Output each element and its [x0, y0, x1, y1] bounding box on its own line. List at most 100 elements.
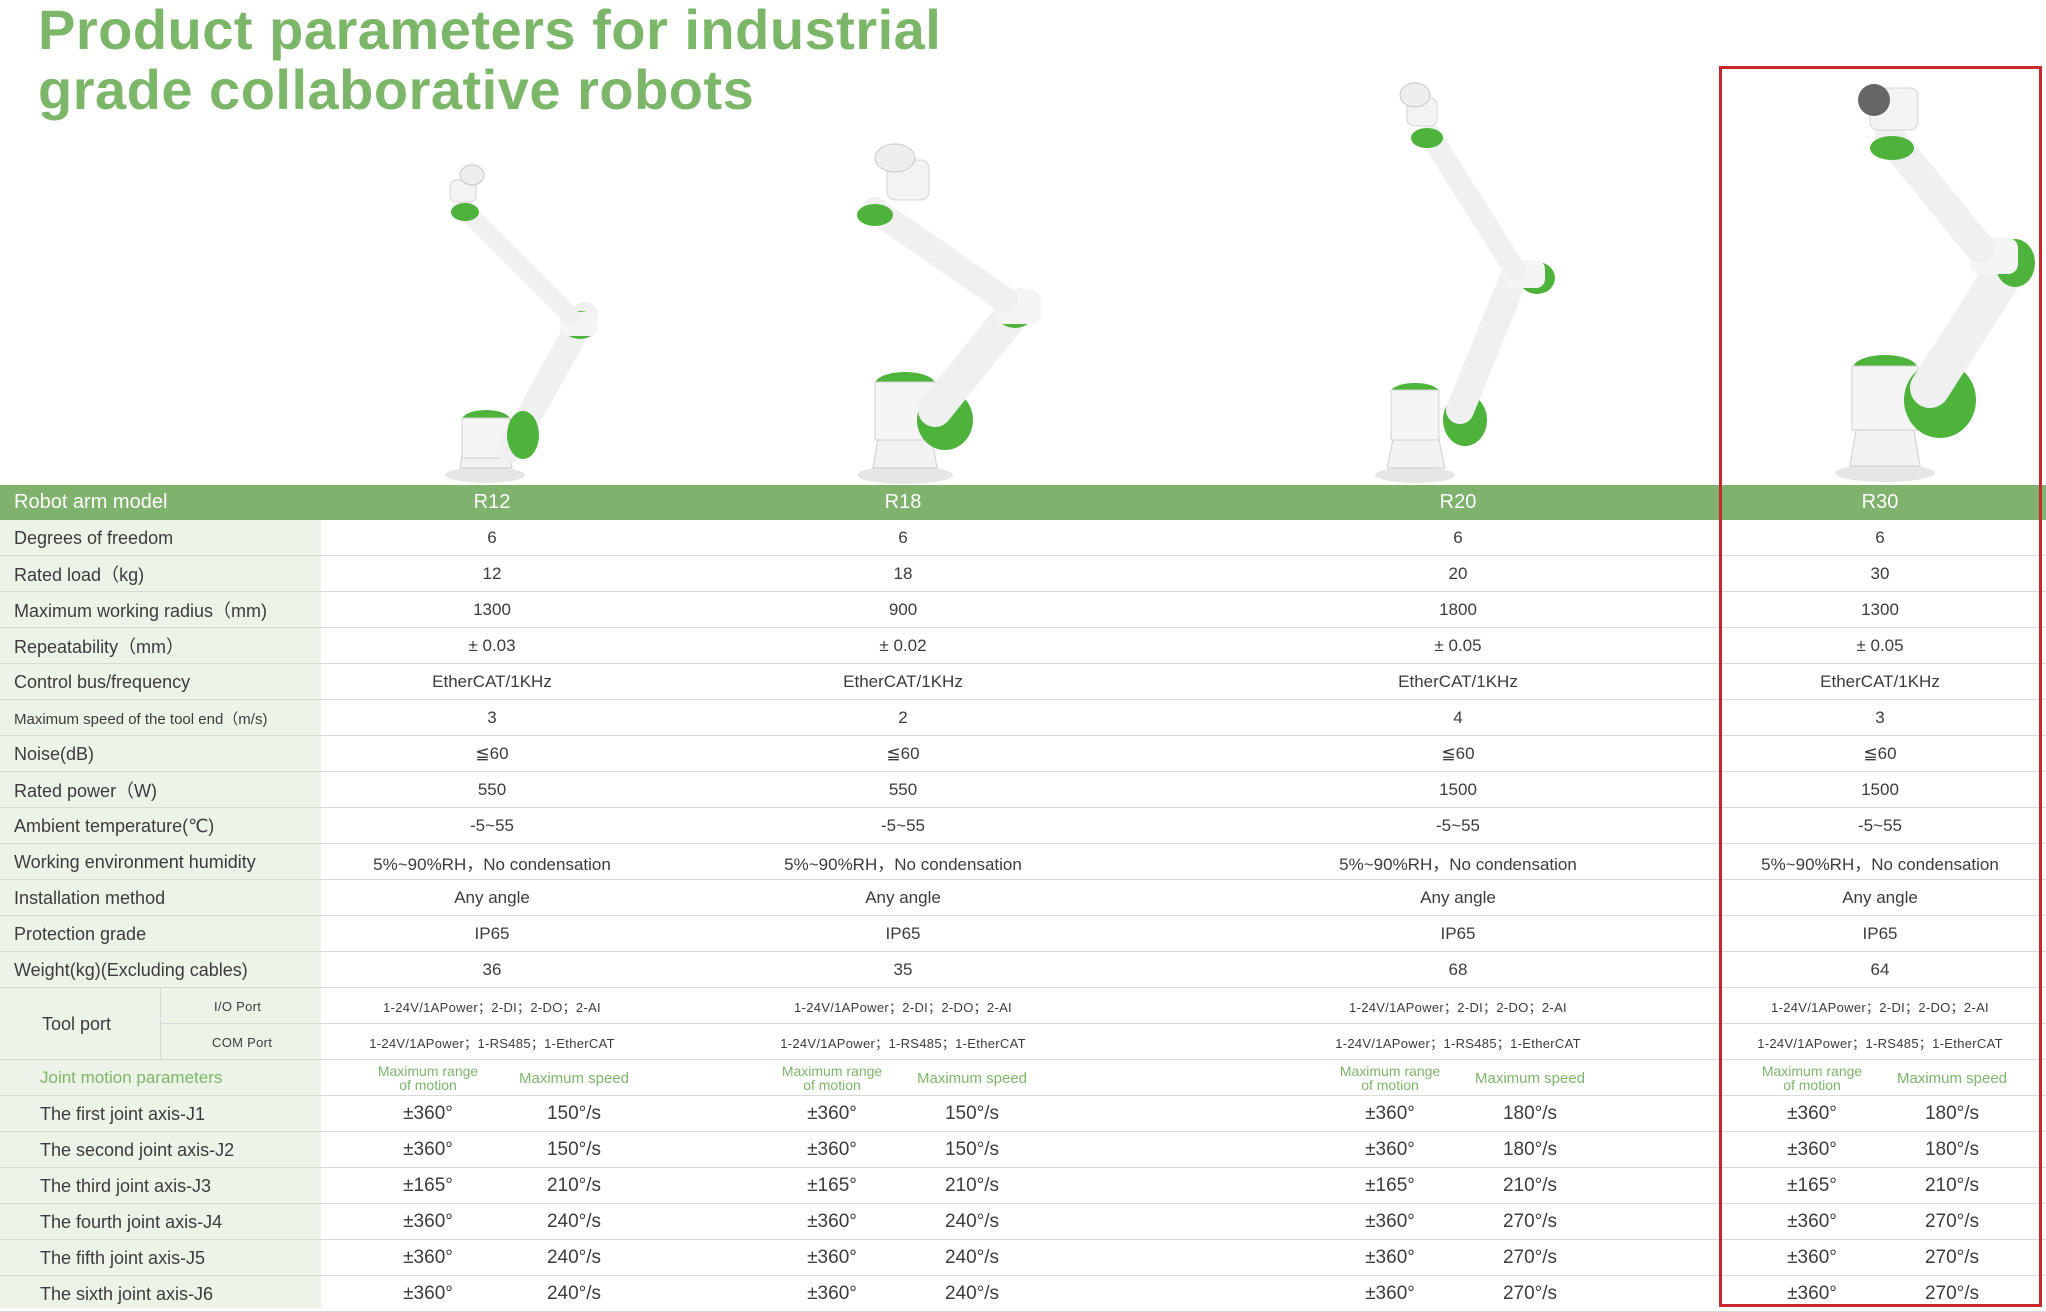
joint-range-value: ±360° [1365, 1103, 1415, 1124]
joint-label: The third joint axis-J3 [40, 1175, 212, 1196]
row-value: 18 [893, 564, 913, 583]
row-label: Repeatability（mm） [14, 637, 185, 657]
max-range-header: Maximum range of motion [377, 1063, 479, 1093]
io-port-value: 1-24V/1APower；2-DI；2-DO；2-AI [383, 999, 601, 1015]
row-value: -5~55 [470, 816, 514, 835]
joint-range-value: ±360° [807, 1283, 857, 1304]
row-value: 1800 [1439, 600, 1477, 619]
row-value: 5%~90%RH，No condensation [1339, 854, 1577, 874]
row-divider [0, 807, 2046, 808]
joint-range-value: ±360° [403, 1103, 453, 1124]
max-speed-header: Maximum speed [916, 1069, 1028, 1087]
joint-range-value: ±360° [1787, 1139, 1837, 1160]
row-label: Working environment humidity [14, 851, 256, 872]
io-port-value: 1-24V/1APower；2-DI；2-DO；2-AI [1349, 999, 1567, 1015]
label-column-background [0, 520, 321, 1308]
com-port-value: 1-24V/1APower；1-RS485；1-EtherCAT [1757, 1035, 2003, 1051]
joint-range-value: ±360° [807, 1211, 857, 1232]
row-value: Any angle [865, 888, 941, 907]
row-divider [0, 1239, 2046, 1240]
joint-speed-value: 210°/s [1924, 1175, 1980, 1196]
row-divider [0, 1275, 2046, 1276]
joint-label: The second joint axis-J2 [40, 1139, 235, 1160]
joint-range-value: ±360° [807, 1103, 857, 1124]
row-value: EtherCAT/1KHz [1398, 672, 1518, 691]
row-divider [0, 591, 2046, 592]
joint-range-value: ±360° [1787, 1103, 1837, 1124]
com-port-value: 1-24V/1APower；1-RS485；1-EtherCAT [780, 1035, 1026, 1051]
row-divider [0, 699, 2046, 700]
row-divider [0, 843, 2046, 844]
joint-speed-value: 180°/s [1924, 1103, 1980, 1124]
row-value: 36 [482, 960, 502, 979]
joint-range-value: ±360° [403, 1139, 453, 1160]
joint-label: The sixth joint axis-J6 [40, 1283, 214, 1304]
joint-range-value: ±360° [807, 1247, 857, 1268]
model-header-r18: R18 [884, 491, 922, 513]
header-band [0, 485, 2046, 520]
joint-speed-value: 180°/s [1502, 1139, 1558, 1160]
row-value: -5~55 [1436, 816, 1480, 835]
row-divider [0, 627, 2046, 628]
joint-range-value: ±360° [1787, 1211, 1837, 1232]
row-value: 68 [1448, 960, 1468, 979]
joint-speed-value: 240°/s [944, 1283, 1000, 1304]
model-header-label: Robot arm model [14, 491, 168, 513]
row-divider [0, 987, 2046, 988]
joint-speed-value: 150°/s [944, 1103, 1000, 1124]
row-value: ≦60 [1441, 744, 1475, 763]
row-label: Weight(kg)(Excluding cables) [14, 959, 248, 980]
joint-range-value: ±360° [403, 1247, 453, 1268]
row-value: 2 [898, 708, 908, 727]
row-value: 1500 [1861, 780, 1899, 799]
io-port-value: 1-24V/1APower；2-DI；2-DO；2-AI [794, 999, 1012, 1015]
row-label: Rated power（W) [14, 781, 158, 801]
joint-label: The fifth joint axis-J5 [40, 1247, 206, 1268]
joint-range-value: ±360° [403, 1283, 453, 1304]
joint-speed-value: 240°/s [546, 1283, 602, 1304]
joint-speed-value: 150°/s [546, 1139, 602, 1160]
joint-speed-value: 240°/s [546, 1211, 602, 1232]
row-label: Degrees of freedom [14, 527, 174, 548]
row-value: 1300 [1861, 600, 1899, 619]
joint-speed-value: 210°/s [546, 1175, 602, 1196]
com-port-value: 1-24V/1APower；1-RS485；1-EtherCAT [369, 1035, 615, 1051]
row-value: 6 [898, 528, 908, 547]
max-speed-header: Maximum speed [518, 1069, 630, 1087]
max-range-header: Maximum range of motion [1339, 1063, 1441, 1093]
joint-speed-value: 270°/s [1502, 1247, 1558, 1268]
row-value: 5%~90%RH，No condensation [373, 854, 611, 874]
robot-r18-image [857, 143, 1041, 484]
row-divider [0, 1095, 2046, 1096]
joint-speed-value: 270°/s [1924, 1283, 1980, 1304]
row-value: 35 [893, 960, 913, 979]
row-value: 30 [1870, 564, 1890, 583]
row-divider [0, 879, 2046, 880]
row-label: Ambient temperature(℃) [14, 815, 215, 836]
io-port-label: I/O Port [214, 998, 262, 1014]
row-value: ≦60 [475, 744, 509, 763]
row-divider [0, 771, 2046, 772]
joint-speed-value: 240°/s [546, 1247, 602, 1268]
joint-range-value: ±165° [1365, 1175, 1415, 1196]
joint-speed-value: 240°/s [944, 1247, 1000, 1268]
max-range-header: Maximum range of motion [781, 1063, 883, 1093]
row-value: ± 0.05 [1856, 636, 1904, 655]
row-value: ≦60 [886, 744, 920, 763]
row-value: 3 [487, 708, 497, 727]
joint-params-label: Joint motion parameters [40, 1068, 223, 1087]
row-divider [0, 1131, 2046, 1132]
row-value: Any angle [454, 888, 530, 907]
row-value: 20 [1448, 564, 1468, 583]
row-divider [0, 735, 2046, 736]
row-value: 4 [1453, 708, 1463, 727]
row-divider [0, 1167, 2046, 1168]
row-divider [0, 663, 2046, 664]
row-value: -5~55 [881, 816, 925, 835]
joint-range-value: ±360° [1365, 1283, 1415, 1304]
row-value: 5%~90%RH，No condensation [784, 854, 1022, 874]
model-header-r20: R20 [1439, 491, 1477, 513]
row-value: ± 0.02 [879, 636, 927, 655]
row-value: 550 [477, 780, 507, 799]
